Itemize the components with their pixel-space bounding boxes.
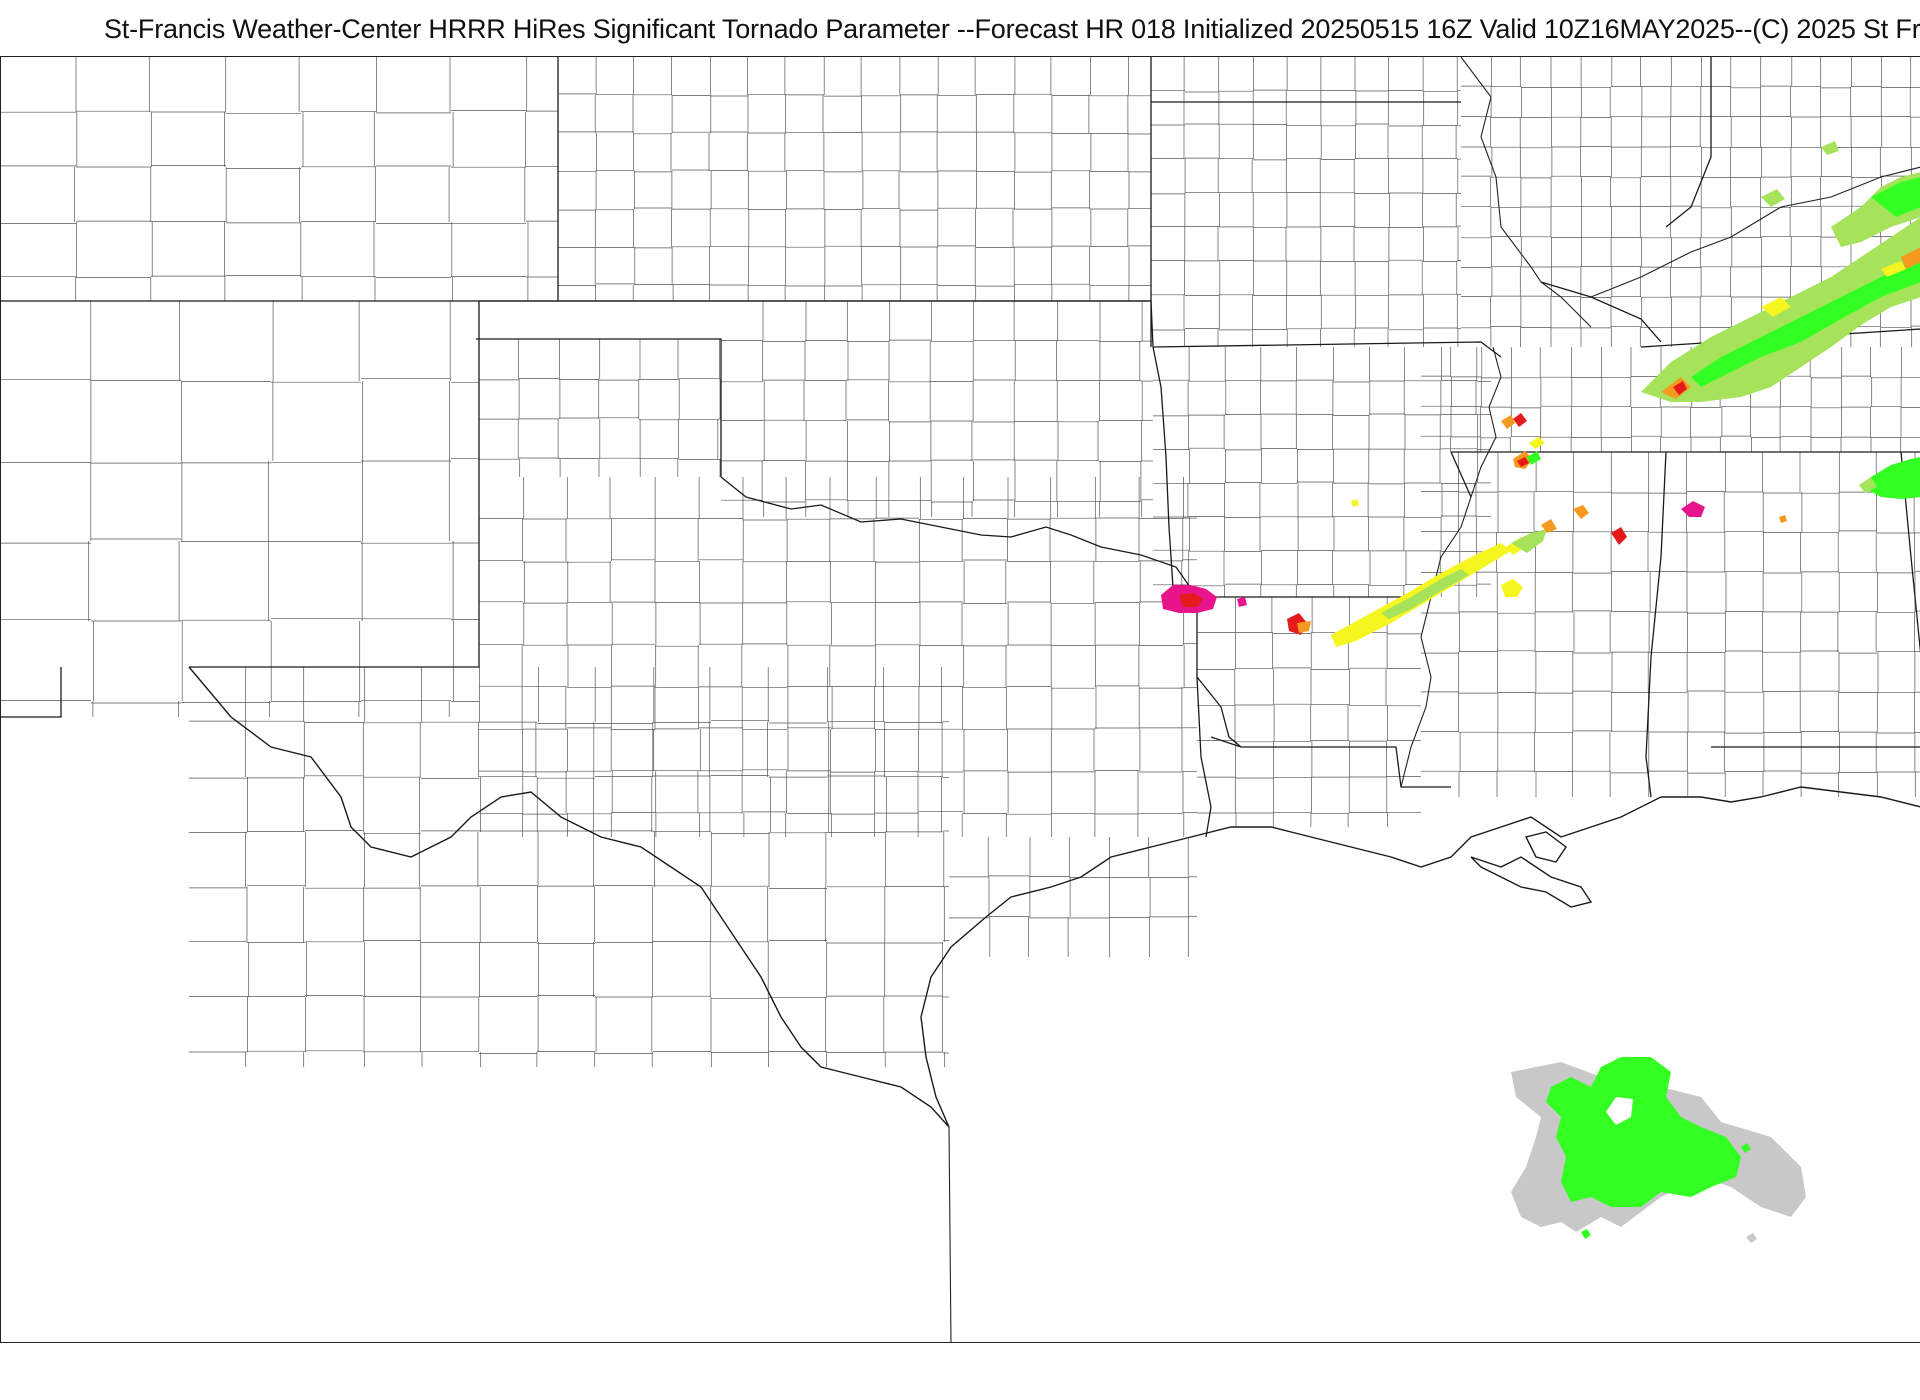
gulf-green-area: [1546, 1057, 1741, 1207]
county-boundaries: [1, 57, 1920, 1067]
map-frame: [0, 56, 1920, 1343]
gulf-coastline: [188, 666, 1920, 1342]
tornado-parameter-shading: [1161, 141, 1920, 1243]
state-boundaries: [1, 57, 1920, 838]
map-title: St-Francis Weather-Center HRRR HiRes Sig…: [104, 14, 1920, 44]
weather-map: [1, 57, 1920, 1342]
title-bar: St-Francis Weather-Center HRRR HiRes Sig…: [0, 0, 1920, 56]
